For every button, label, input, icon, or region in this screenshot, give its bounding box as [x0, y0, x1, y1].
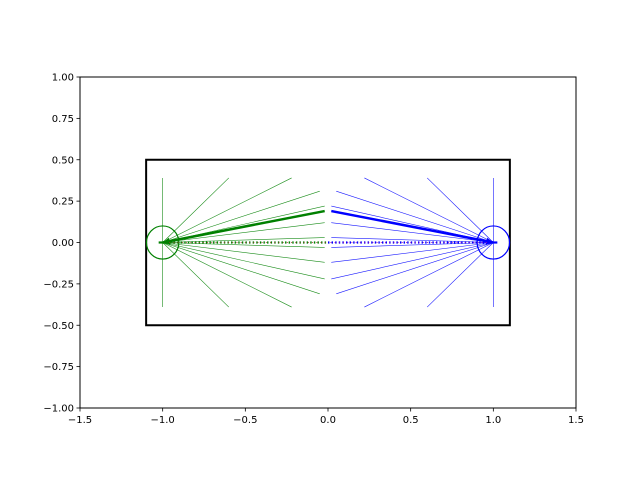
x-axis: −1.5 −1.0 −0.5 0.0 0.5 1.0 1.5 — [68, 408, 584, 426]
x-tick-label: −0.5 — [233, 415, 257, 426]
ray-line-1-10 — [336, 242, 494, 295]
ray-line-1-5 — [331, 222, 494, 243]
y-tick-label: 0.00 — [52, 238, 74, 249]
ray-line-1-13 — [331, 242, 494, 248]
ray-line-1-8 — [426, 242, 494, 308]
ray-line-0-11 — [162, 242, 325, 280]
y-tick-label: −0.75 — [43, 362, 74, 373]
ray-line-1-2 — [364, 177, 494, 243]
ray-line-0-6 — [162, 237, 325, 243]
y-tick-label: 0.25 — [52, 197, 74, 208]
ray-line-1-11 — [331, 242, 494, 280]
y-tick-label: −0.50 — [43, 321, 74, 332]
source-circle-0 — [145, 225, 180, 260]
x-tick-label: −1.0 — [151, 415, 175, 426]
ray-line-0-13 — [162, 242, 325, 248]
x-tick-label: 1.0 — [485, 415, 501, 426]
y-tick-label: −1.00 — [43, 404, 74, 415]
x-tick-label: 0.5 — [403, 415, 419, 426]
ray-line-0-10 — [162, 242, 320, 295]
x-tick-label: −1.5 — [68, 415, 92, 426]
y-tick-label: 0.50 — [52, 155, 74, 166]
ray-line-0-12 — [162, 242, 325, 263]
y-tick-label: 1.00 — [52, 73, 74, 84]
ray-line-1-1 — [426, 177, 494, 243]
arrow-shaft-0 — [162, 209, 325, 244]
y-tick-label: −0.25 — [43, 279, 74, 290]
ray-line-0-3 — [162, 190, 320, 243]
ray-line-1-6 — [331, 237, 494, 243]
x-tick-label: 1.5 — [568, 415, 584, 426]
ray-line-0-8 — [162, 242, 230, 308]
ray-line-0-2 — [162, 177, 292, 243]
ray-line-1-9 — [364, 242, 494, 308]
plot-content — [145, 158, 511, 327]
ray-line-0-9 — [162, 242, 292, 308]
arrow-shaft-1 — [331, 209, 494, 244]
ray-line-1-3 — [336, 190, 494, 243]
ray-line-1-12 — [331, 242, 494, 263]
ray-line-0-5 — [162, 222, 325, 243]
y-tick-label: 0.75 — [52, 114, 74, 125]
y-axis: −1.00 −0.75 −0.50 −0.25 0.00 0.25 0.50 0.75 1.00 — [43, 73, 80, 415]
source-circle-1 — [476, 225, 511, 260]
x-tick-label: 0.0 — [320, 415, 336, 426]
ray-line-0-1 — [162, 177, 230, 243]
